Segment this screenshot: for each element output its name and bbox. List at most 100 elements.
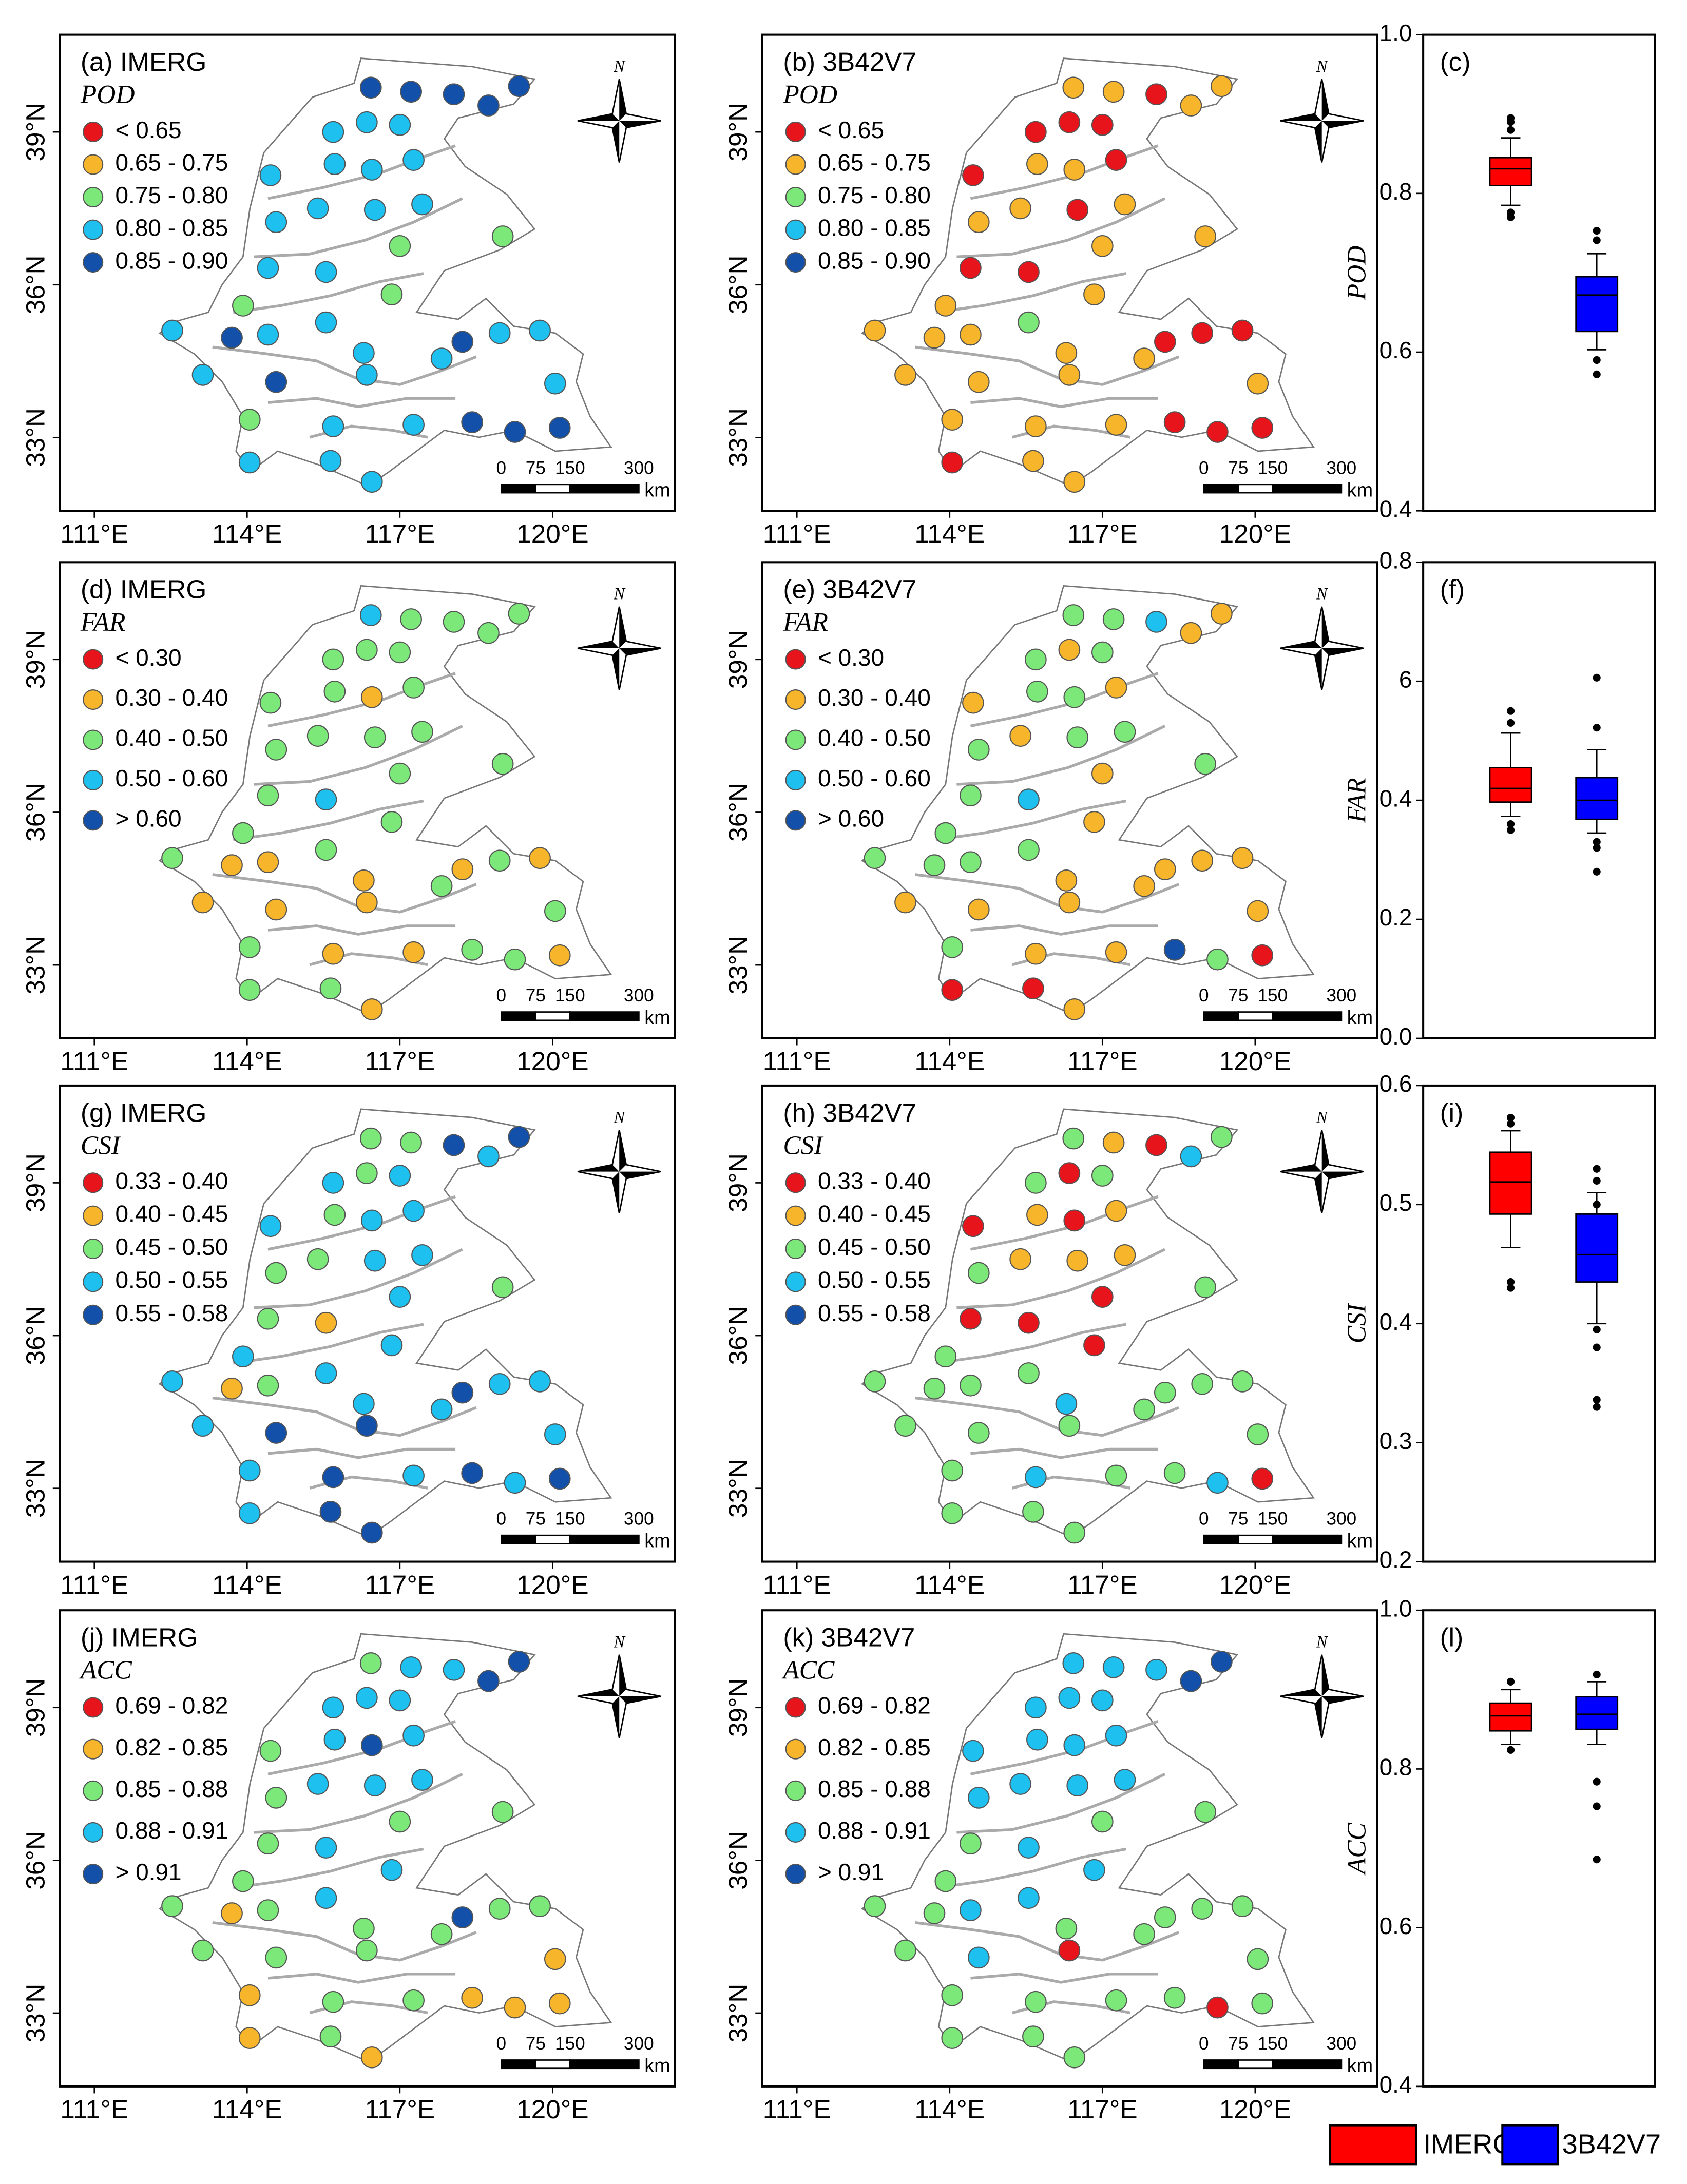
station [508,603,530,625]
station [265,371,287,393]
scale-label: 150 [1258,458,1288,478]
legend-swatch [785,1205,806,1226]
station [360,159,383,181]
legend-swatch [785,1271,806,1292]
y-tick-label: 6 [1399,666,1412,692]
station [934,295,957,317]
y-tick-label: 33°N [723,408,753,467]
outlier [1506,213,1515,221]
station [400,608,423,630]
legend-swatch [785,1172,806,1193]
legend-swatch [83,1697,104,1718]
station [1102,1131,1125,1154]
outlier [1506,126,1515,134]
station [1247,372,1269,395]
station [1154,1906,1176,1928]
station [1231,1370,1254,1393]
station [389,113,411,136]
y-tick-label: 0.4 [1379,2071,1412,2098]
station [1102,81,1125,103]
legend-swatch [83,1205,104,1226]
station [319,2025,342,2048]
station [322,415,344,437]
panel-label: (b) 3B42V7 [783,47,916,76]
station [1180,1670,1202,1692]
station [967,898,990,921]
x-tick-label: 117°E [1067,2094,1138,2124]
station [1018,788,1040,811]
panel-label: (k) 3B42V7 [783,1622,915,1652]
station [1009,1773,1031,1795]
scale-label: 300 [1327,985,1357,1006]
scale-unit: km [1347,1007,1373,1029]
station [1058,363,1081,386]
station [934,1870,957,1892]
station [548,417,571,439]
station [1066,1249,1089,1272]
y-tick-label: 1.0 [1379,1595,1412,1621]
station [1251,1467,1274,1490]
station [265,898,287,921]
station [1145,83,1167,106]
legend-swatch [785,1238,806,1259]
panel-label: (h) 3B42V7 [783,1097,916,1127]
station [306,197,329,220]
metric-label: POD [80,80,135,109]
scale-label: 75 [526,458,546,478]
legend-label: 0.88 - 0.91 [115,1817,228,1844]
outlier [1506,1746,1515,1754]
station [923,854,946,877]
box-frame [1422,561,1656,1039]
station [1058,891,1081,914]
y-tick-label: 33°N [723,936,753,995]
station [315,1887,337,1909]
station [319,1500,342,1523]
station [1025,1466,1047,1489]
outlier [1593,724,1601,732]
station [355,639,378,661]
x-tick-label: 114°E [212,1570,282,1599]
station [1091,641,1114,664]
station [238,1984,261,2006]
panel-label: (l) [1440,1622,1464,1652]
station [1247,1423,1269,1445]
legend-swatch [83,1304,104,1325]
outlier [1593,226,1601,235]
scale-segment [1203,484,1239,494]
station [1055,342,1078,364]
station [461,1462,484,1484]
y-tick-label: 36°N [21,1831,50,1890]
station [941,1459,964,1482]
station [941,1984,964,2006]
metric-label: ACC [79,1656,132,1685]
outlier [1593,1802,1601,1810]
legend-swatch [785,1780,806,1801]
station [238,936,261,958]
station [238,409,261,431]
station [359,1127,382,1150]
station [864,1370,886,1393]
station [934,1345,957,1368]
x-tick-label: 120°E [1219,519,1292,549]
scale-label: 150 [555,1509,585,1529]
station [315,1311,337,1334]
station [1231,319,1254,342]
station [161,319,183,342]
scale-segment [535,1011,571,1021]
station [400,1656,423,1678]
box [1489,1151,1532,1215]
outlier [1506,820,1515,828]
station [257,784,279,807]
y-axis-label: FAR [1343,778,1372,823]
station [161,1895,183,1918]
scale-segment [535,1534,571,1544]
scale-label: 75 [1228,1509,1248,1529]
legend-swatch [83,810,104,831]
station [941,409,964,431]
metric-label: FAR [782,608,828,637]
station [265,1422,287,1444]
station [1206,421,1229,443]
station [232,295,254,317]
station [1022,1500,1044,1523]
